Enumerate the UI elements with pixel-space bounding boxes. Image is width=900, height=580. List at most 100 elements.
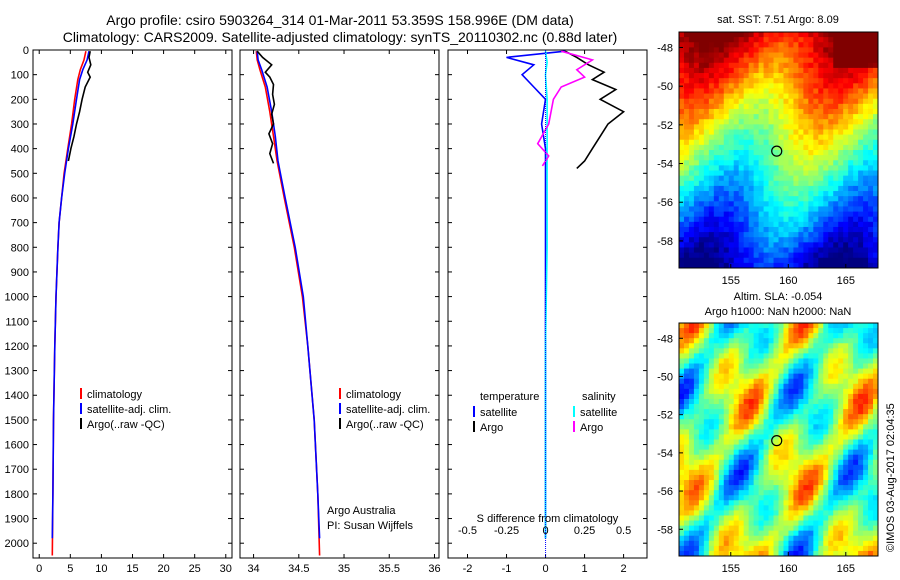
heatmap-cell: [798, 388, 804, 395]
heatmap-cell: [873, 191, 879, 197]
heatmap-cell: [783, 388, 789, 395]
heatmap-cell: [693, 454, 700, 461]
heatmap-cell: [748, 201, 755, 207]
heatmap-cell: [679, 67, 685, 74]
heatmap-cell: [848, 383, 854, 390]
heatmap-cell: [863, 93, 869, 100]
heatmap-cell: [743, 520, 750, 527]
heatmap-cell: [818, 221, 824, 228]
heatmap-cell: [848, 368, 854, 375]
heatmap-cell: [738, 129, 745, 136]
heatmap-cell: [713, 515, 720, 521]
heatmap-cell: [733, 242, 740, 248]
heatmap-cell: [803, 185, 809, 192]
heatmap-cell: [763, 348, 769, 354]
heatmap-cell: [783, 485, 789, 491]
heatmap-cell: [798, 510, 804, 516]
heatmap-cell: [838, 424, 844, 430]
heatmap-cell: [743, 525, 750, 532]
heatmap-cell: [713, 414, 720, 420]
map-y-tick-label: -58: [657, 236, 673, 248]
heatmap-cell: [868, 490, 874, 496]
heatmap-cell: [733, 175, 740, 182]
heatmap-cell: [803, 530, 809, 537]
heatmap-cell: [679, 424, 685, 430]
heatmap-cell: [798, 540, 804, 547]
heatmap-cell: [778, 93, 784, 100]
heatmap-cell: [683, 474, 690, 481]
heatmap-cell: [853, 525, 859, 532]
heatmap-cell: [738, 144, 745, 151]
heatmap-cell: [723, 57, 730, 64]
heatmap-cell: [778, 47, 784, 53]
heatmap-cell: [708, 160, 715, 166]
heatmap-cell: [848, 221, 854, 228]
heatmap-cell: [713, 328, 720, 334]
heatmap-cell: [743, 108, 750, 115]
heatmap-cell: [863, 191, 869, 197]
heatmap-cell: [723, 398, 730, 405]
heatmap-cell: [763, 144, 769, 151]
heatmap-cell: [813, 150, 819, 156]
heatmap-cell: [679, 170, 685, 177]
heatmap-cell: [838, 328, 844, 334]
heatmap-cell: [733, 144, 740, 151]
heatmap-cell: [793, 185, 799, 192]
heatmap-cell: [828, 323, 834, 329]
heatmap-cell: [698, 257, 705, 264]
heatmap-cell: [688, 545, 695, 552]
heatmap-cell: [813, 363, 819, 369]
heatmap-cell: [803, 424, 809, 430]
heatmap-cell: [868, 139, 874, 146]
heatmap-cell: [828, 196, 834, 202]
heatmap-cell: [798, 257, 804, 264]
heatmap-cell: [718, 495, 725, 501]
heatmap-cell: [693, 62, 700, 69]
heatmap-cell: [708, 348, 715, 354]
heatmap-cell: [828, 37, 834, 43]
heatmap-cell: [793, 464, 799, 471]
heatmap-cell: [793, 333, 799, 339]
heatmap-cell: [733, 160, 740, 166]
heatmap-cell: [698, 191, 705, 197]
heatmap-cell: [848, 52, 854, 59]
heatmap-cell: [713, 439, 720, 445]
heatmap-cell: [713, 108, 720, 115]
heatmap-cell: [868, 226, 874, 233]
heatmap-cell: [703, 206, 710, 212]
heatmap-cell: [703, 108, 710, 115]
heatmap-cell: [688, 262, 695, 269]
heatmap-cell: [688, 520, 695, 527]
heatmap-cell: [679, 98, 685, 105]
heatmap-cell: [748, 257, 755, 264]
heatmap-cell: [863, 155, 869, 161]
heatmap-cell: [863, 414, 869, 420]
heatmap-cell: [863, 338, 869, 344]
heatmap-cell: [708, 232, 715, 238]
heatmap-cell: [713, 83, 720, 89]
heatmap-cell: [679, 42, 685, 48]
heatmap-cell: [723, 485, 730, 491]
heatmap-cell: [683, 37, 690, 43]
heatmap-cell: [748, 83, 755, 89]
heatmap-cell: [778, 119, 784, 125]
heatmap-cell: [783, 134, 789, 141]
heatmap-cell: [693, 353, 700, 359]
heatmap-cell: [798, 434, 804, 440]
heatmap-cell: [818, 398, 824, 405]
heatmap-cell: [738, 62, 745, 69]
heatmap-cell: [768, 530, 774, 537]
heatmap-cell: [848, 535, 854, 542]
heatmap-cell: [813, 257, 819, 264]
heatmap-cell: [708, 216, 715, 223]
heatmap-cell: [818, 480, 824, 486]
heatmap-cell: [683, 139, 690, 146]
heatmap-cell: [688, 196, 695, 202]
heatmap-cell: [738, 139, 745, 146]
heatmap-cell: [679, 185, 685, 192]
heatmap-cell: [723, 388, 730, 395]
heatmap-cell: [793, 449, 799, 456]
heatmap-cell: [703, 211, 710, 218]
heatmap-cell: [763, 226, 769, 233]
heatmap-cell: [858, 520, 864, 527]
